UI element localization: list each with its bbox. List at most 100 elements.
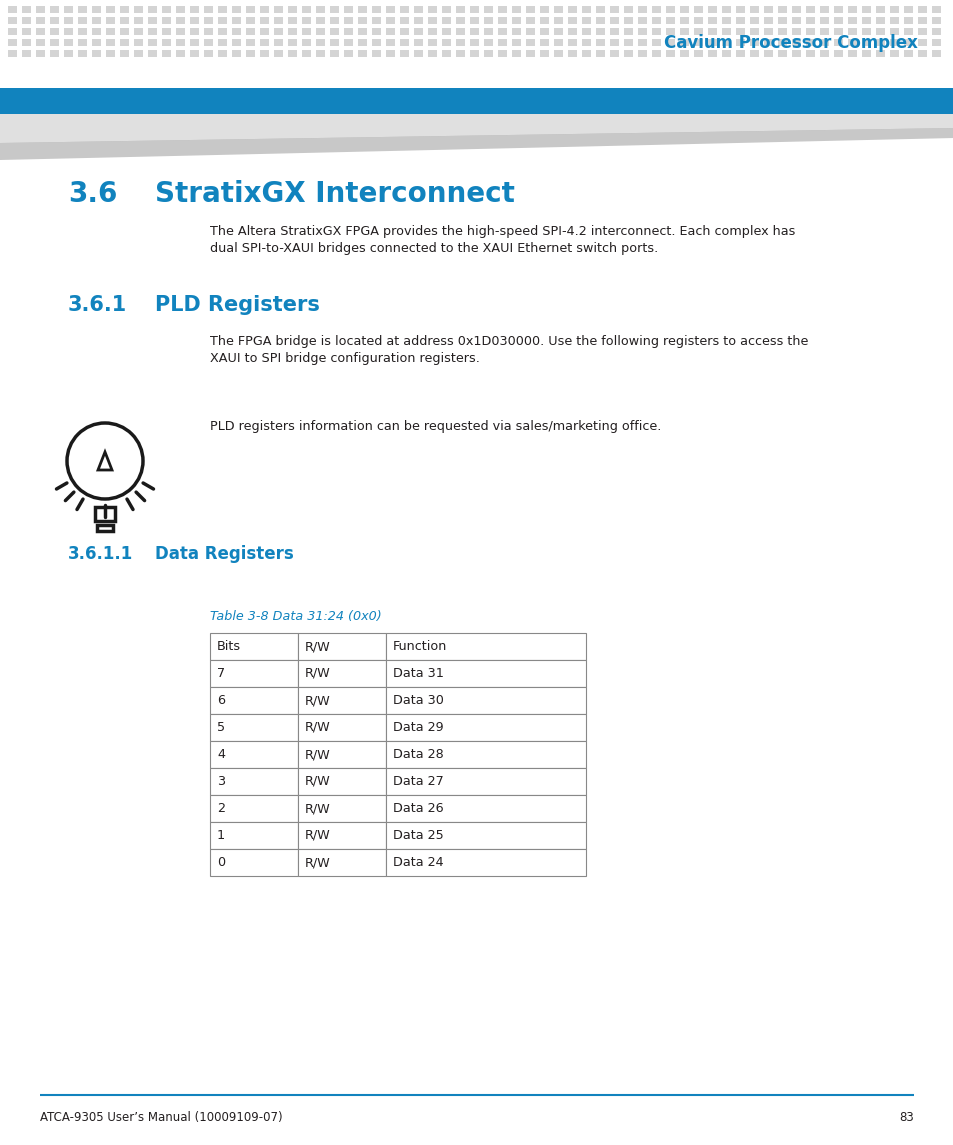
Bar [903, 27, 912, 35]
Bar [470, 39, 478, 46]
Bar [204, 17, 213, 24]
Bar [539, 27, 548, 35]
Bar [609, 27, 618, 35]
Bar [297, 768, 386, 795]
Bar [470, 50, 478, 57]
Bar [133, 50, 143, 57]
Bar [638, 39, 646, 46]
Bar [441, 17, 451, 24]
Bar [414, 17, 422, 24]
Bar [175, 6, 185, 13]
Bar [847, 6, 856, 13]
Text: dual SPI-to-XAUI bridges connected to the XAUI Ethernet switch ports.: dual SPI-to-XAUI bridges connected to th… [210, 242, 658, 255]
Bar [483, 39, 493, 46]
Bar [297, 660, 386, 687]
Text: 3.6.1.1: 3.6.1.1 [68, 545, 133, 563]
Bar [78, 50, 87, 57]
Bar [36, 17, 45, 24]
Bar [596, 50, 604, 57]
Bar [889, 27, 898, 35]
Bar [917, 17, 926, 24]
Bar [120, 39, 129, 46]
Bar [470, 17, 478, 24]
Bar [386, 27, 395, 35]
Bar [330, 6, 338, 13]
Bar [889, 6, 898, 13]
Bar [721, 39, 730, 46]
Bar [232, 50, 241, 57]
Bar [707, 50, 717, 57]
Bar [148, 39, 157, 46]
Bar [386, 39, 395, 46]
Bar [820, 39, 828, 46]
Bar [386, 768, 585, 795]
Text: Data 25: Data 25 [393, 829, 443, 842]
Bar [735, 17, 744, 24]
Bar [190, 17, 199, 24]
Text: R/W: R/W [305, 640, 331, 653]
Bar [64, 39, 73, 46]
Bar [512, 50, 520, 57]
Bar [778, 6, 786, 13]
Bar [399, 39, 409, 46]
Bar [428, 50, 436, 57]
Bar [428, 27, 436, 35]
Text: The FPGA bridge is located at address 0x1D030000. Use the following registers to: The FPGA bridge is located at address 0x… [210, 335, 807, 348]
Bar [428, 39, 436, 46]
Bar [763, 6, 772, 13]
Text: R/W: R/W [305, 748, 331, 761]
Bar [567, 6, 577, 13]
Text: R/W: R/W [305, 668, 331, 680]
Bar [875, 39, 884, 46]
Bar [22, 50, 30, 57]
Bar [120, 6, 129, 13]
Bar [497, 50, 506, 57]
Bar [330, 27, 338, 35]
Bar [357, 39, 367, 46]
Bar [148, 50, 157, 57]
Bar [679, 50, 688, 57]
Bar [903, 50, 912, 57]
Bar [497, 6, 506, 13]
Bar [497, 39, 506, 46]
Bar [791, 50, 801, 57]
Bar [763, 17, 772, 24]
Bar [8, 27, 17, 35]
Bar [917, 39, 926, 46]
Bar [778, 27, 786, 35]
Bar [623, 17, 633, 24]
Bar [91, 6, 101, 13]
Bar [386, 633, 585, 660]
Bar [218, 17, 227, 24]
Bar [162, 6, 171, 13]
Bar [931, 27, 940, 35]
Bar [749, 17, 759, 24]
Bar [315, 27, 325, 35]
Bar [679, 17, 688, 24]
Bar [190, 27, 199, 35]
Bar [525, 39, 535, 46]
Bar [889, 50, 898, 57]
Bar [539, 17, 548, 24]
Bar [623, 6, 633, 13]
Bar [791, 39, 801, 46]
Bar [931, 39, 940, 46]
Bar [778, 39, 786, 46]
Text: 3.6: 3.6 [68, 180, 117, 208]
Text: R/W: R/W [305, 694, 331, 706]
Text: 0: 0 [216, 856, 225, 869]
Bar [175, 27, 185, 35]
Text: ATCA-9305 User’s Manual (10009109-07): ATCA-9305 User’s Manual (10009109-07) [40, 1111, 282, 1124]
Bar [456, 39, 464, 46]
Text: Data Registers: Data Registers [154, 545, 294, 563]
Bar [357, 6, 367, 13]
Bar [581, 39, 590, 46]
Text: Data 30: Data 30 [393, 694, 443, 706]
Bar [763, 50, 772, 57]
Bar [288, 17, 296, 24]
Bar [288, 50, 296, 57]
Text: R/W: R/W [305, 775, 331, 788]
Bar [525, 17, 535, 24]
Bar [665, 17, 675, 24]
Bar [735, 39, 744, 46]
